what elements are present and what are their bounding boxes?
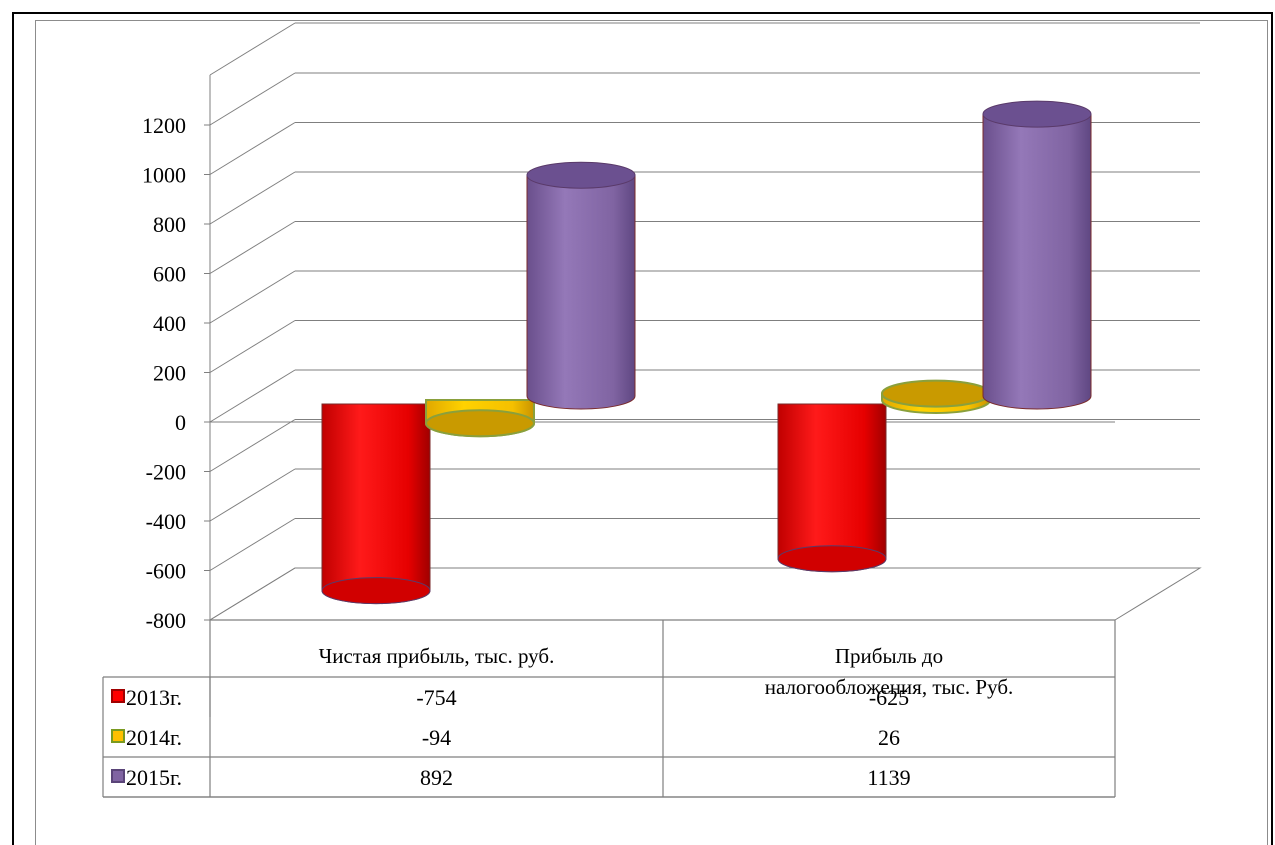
y-tick-label: -600 — [146, 559, 186, 584]
legend-swatch — [111, 689, 125, 703]
y-tick-label: -400 — [146, 509, 186, 534]
gridline-diagonal — [209, 122, 296, 175]
legend-label: 2015г. — [126, 765, 182, 790]
category-label: налогообложения, тыс. Руб. — [765, 675, 1014, 699]
data-value: -625 — [869, 685, 909, 710]
gridline-diagonal — [209, 221, 296, 274]
y-tick-label: 0 — [175, 410, 186, 435]
gridline-diagonal — [209, 320, 296, 373]
gridline-diagonal — [209, 171, 296, 225]
bar-cap — [982, 100, 1092, 128]
gridline-diagonal — [209, 468, 296, 522]
bar-2014г.-1 — [881, 379, 991, 414]
gridline-diagonal — [209, 518, 296, 571]
category-label: Чистая прибыль, тыс. руб. — [319, 644, 555, 668]
data-value: 892 — [420, 765, 453, 790]
category-label: Прибыль до — [835, 644, 943, 668]
bar-2015г.-1 — [982, 100, 1092, 410]
bar-cap — [425, 409, 535, 438]
bar-2013г.-1 — [777, 403, 887, 573]
gridline-diagonal — [209, 369, 296, 423]
figure-frame — [12, 12, 1273, 845]
bar-2013г.-0 — [321, 403, 431, 605]
y-tick-label: -200 — [146, 460, 186, 485]
gridline-diagonal — [209, 72, 296, 126]
bar-cap — [526, 161, 636, 189]
y-tick-label: 200 — [153, 361, 186, 386]
data-value: 1139 — [867, 765, 910, 790]
bar-2015г.-0 — [526, 161, 636, 410]
gridline-diagonal — [209, 419, 296, 472]
y-tick-label: 800 — [153, 212, 186, 237]
bar-cap — [321, 577, 431, 605]
data-value: -754 — [416, 685, 456, 710]
y-tick-label: -800 — [146, 608, 186, 633]
gridline-diagonal — [209, 270, 296, 324]
bar-cap — [777, 545, 887, 573]
bar-body — [982, 113, 1092, 410]
chart-area — [35, 20, 1268, 845]
bars — [321, 100, 1092, 605]
y-tick-label: 400 — [153, 311, 186, 336]
data-value: -94 — [422, 725, 451, 750]
data-value: 26 — [878, 725, 900, 750]
wall-top-diagonal — [209, 22, 296, 76]
bar-2014г.-0 — [425, 399, 535, 438]
y-tick-label: 1000 — [142, 163, 186, 188]
bar-body — [321, 403, 431, 605]
floor-outline — [209, 567, 1202, 621]
bar-body — [526, 174, 636, 410]
data-table: Чистая прибыль, тыс. руб. Прибыль до налог… — [102, 619, 1116, 798]
legend-swatch — [111, 769, 125, 783]
bar-cap — [881, 379, 991, 408]
legend-label: 2013г. — [126, 685, 182, 710]
y-axis: -800 -600 -400 -200 0 200 400 600 800 1000 1200 — [142, 75, 211, 633]
legend-swatch — [111, 729, 125, 743]
y-tick-label: 1200 — [142, 113, 186, 138]
legend-label: 2014г. — [126, 725, 182, 750]
y-tick-label: 600 — [153, 262, 186, 287]
